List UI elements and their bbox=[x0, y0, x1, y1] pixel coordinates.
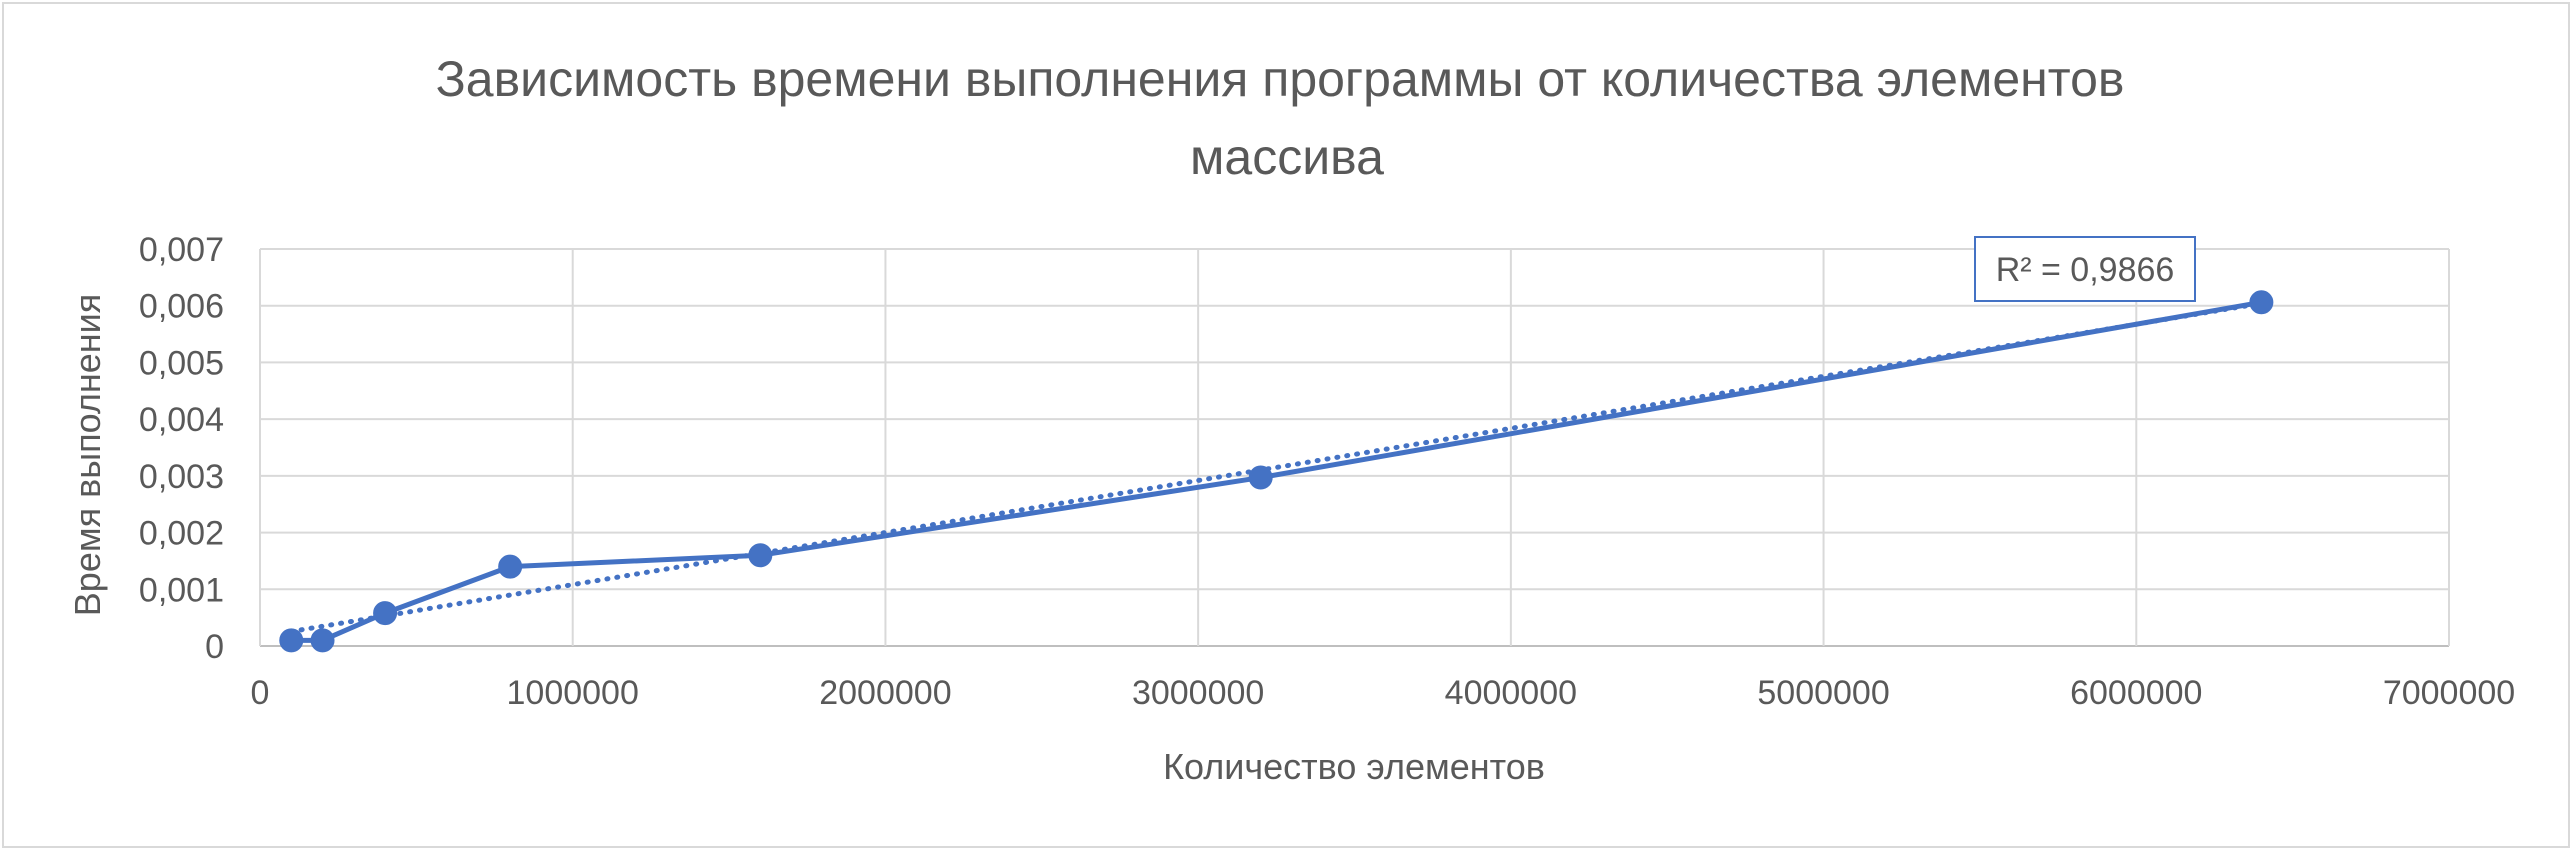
x-tick-label: 3000000 bbox=[1132, 674, 1264, 712]
r-squared-box bbox=[1974, 236, 2196, 302]
y-tick-label: 0,003 bbox=[139, 458, 224, 496]
chart-title-line-1: Зависимость времени выполнения программы… bbox=[436, 51, 2125, 107]
chart-title-line-2: массива bbox=[1190, 129, 1384, 185]
series-layer bbox=[279, 290, 2274, 653]
y-tick-label: 0 bbox=[205, 628, 224, 666]
y-tick-label: 0,007 bbox=[139, 231, 224, 269]
data-point bbox=[1248, 465, 1273, 490]
x-tick-label: 6000000 bbox=[2070, 674, 2202, 712]
y-tick-label: 0,006 bbox=[139, 288, 224, 326]
y-tick-label: 0,004 bbox=[139, 401, 224, 439]
gridlines bbox=[259, 248, 2450, 647]
x-tick-label: 0 bbox=[251, 674, 270, 712]
y-tick-label: 0,001 bbox=[139, 571, 224, 609]
x-axis-title: Количество элементов bbox=[1163, 746, 1545, 787]
x-tick-label: 4000000 bbox=[1445, 674, 1577, 712]
chart-title: Зависимость времени выполнения программы… bbox=[436, 51, 2139, 185]
x-tick-label: 7000000 bbox=[2383, 674, 2515, 712]
tick-labels: 0 0,001 0,002 0,003 0,004 0,005 0,006 0,007 0 100… bbox=[139, 231, 2515, 712]
x-tick-label: 5000000 bbox=[1757, 674, 1889, 712]
data-point bbox=[2249, 290, 2274, 315]
x-tick-label: 2000000 bbox=[819, 674, 951, 712]
y-tick-label: 0,002 bbox=[139, 515, 224, 553]
data-point bbox=[748, 543, 773, 568]
data-point bbox=[310, 628, 335, 653]
trendline-layer bbox=[288, 300, 2264, 634]
x-tick-label: 1000000 bbox=[507, 674, 639, 712]
y-axis-title: Время выполнения bbox=[67, 294, 108, 616]
trendline bbox=[288, 300, 2264, 634]
data-point bbox=[373, 601, 398, 626]
data-point bbox=[279, 628, 304, 653]
data-point bbox=[498, 554, 523, 579]
y-tick-label: 0,005 bbox=[139, 344, 224, 382]
r-squared-label: R² = 0,9866 bbox=[1996, 251, 2175, 289]
